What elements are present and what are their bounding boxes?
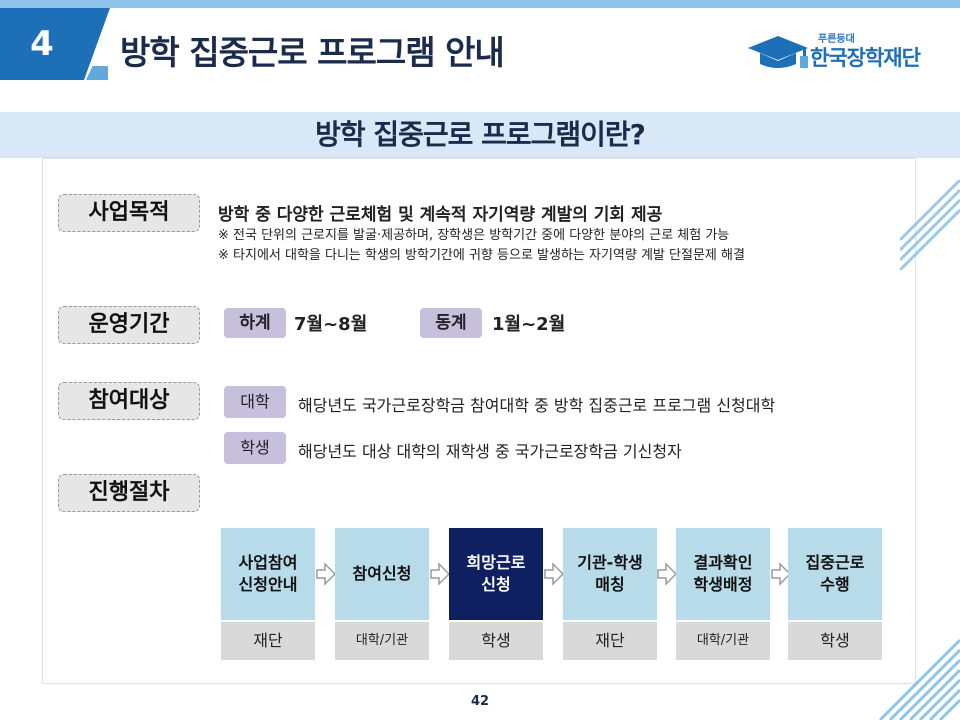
winter-period: 1월~2월: [492, 314, 566, 335]
summer-pill: 하계: [224, 308, 286, 338]
purpose-note-2: ※ 타지에서 대학을 다니는 학생의 방학기간에 귀향 등으로 발생하는 자기역…: [218, 248, 745, 263]
label-purpose: 사업목적: [58, 194, 200, 232]
label-participants: 참여대상: [58, 382, 200, 420]
step-actor: 재단: [221, 622, 315, 660]
purpose-main-text: 방학 중 다양한 근로체험 및 계속적 자기역량 계발의 기회 제공: [218, 205, 663, 225]
purpose-note-1: ※ 전국 단위의 근로지를 발굴·제공하며, 장학생은 방학기간 중에 다양한 …: [218, 228, 730, 243]
step-actor: 재단: [563, 622, 657, 660]
university-tag: 대학: [224, 386, 286, 418]
section-number-badge: 4: [0, 8, 84, 80]
stripe-decoration-right: [900, 180, 960, 270]
stripe-decoration-bottom: [878, 638, 960, 720]
winter-pill: 동계: [420, 308, 482, 338]
graduation-cap-icon: [748, 36, 808, 68]
procedure-step-1: 사업참여 신청안내 재단: [221, 528, 315, 660]
kosaf-logo: 푸른등대 한국장학재단: [748, 28, 938, 76]
student-criteria: 해당년도 대상 대학의 재학생 중 국가근로장학금 기신청자: [298, 442, 682, 461]
student-tag: 학생: [224, 432, 286, 464]
procedure-step-3: 희망근로 신청 학생: [449, 528, 543, 660]
section-badge-shadow: [86, 66, 108, 80]
arrow-right-icon: [544, 562, 564, 586]
step-title: 기관-학생 매칭: [563, 528, 657, 620]
subtitle: 방학 집중근로 프로그램이란?: [315, 118, 646, 151]
logo-tagline: 푸른등대: [818, 34, 855, 45]
label-procedure: 진행절차: [58, 474, 200, 512]
step-title: 결과확인 학생배정: [676, 528, 770, 620]
summer-period: 7월~8월: [294, 314, 368, 335]
page-number: 42: [470, 694, 490, 709]
step-title: 집중근로 수행: [788, 528, 882, 620]
arrow-right-icon: [430, 562, 450, 586]
top-accent-bar: [0, 0, 960, 8]
step-title: 사업참여 신청안내: [221, 528, 315, 620]
logo-name: 한국장학재단: [810, 46, 921, 70]
step-actor: 대학/기관: [676, 622, 770, 660]
subtitle-band: [0, 112, 960, 158]
step-title: 희망근로 신청: [449, 528, 543, 620]
procedure-step-6: 집중근로 수행 학생: [788, 528, 882, 660]
step-actor: 학생: [449, 622, 543, 660]
procedure-step-4: 기관-학생 매칭 재단: [563, 528, 657, 660]
arrow-right-icon: [657, 562, 677, 586]
step-title: 참여신청: [335, 528, 429, 620]
arrow-right-icon: [316, 562, 336, 586]
label-period: 운영기간: [58, 306, 200, 344]
procedure-step-5: 결과확인 학생배정 대학/기관: [676, 528, 770, 660]
arrow-right-icon: [771, 562, 791, 586]
step-actor: 학생: [788, 622, 882, 660]
page-title: 방학 집중근로 프로그램 안내: [120, 33, 505, 72]
step-actor: 대학/기관: [335, 622, 429, 660]
university-criteria: 해당년도 국가근로장학금 참여대학 중 방학 집중근로 프로그램 신청대학: [298, 396, 776, 415]
procedure-step-2: 참여신청 대학/기관: [335, 528, 429, 660]
